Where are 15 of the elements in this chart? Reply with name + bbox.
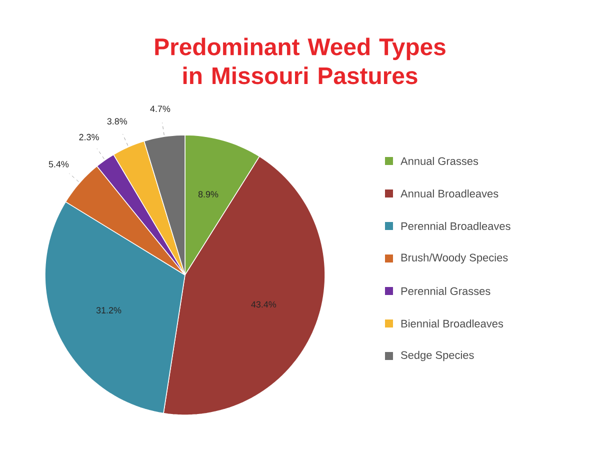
data-label: 2.3% [79, 134, 99, 140]
legend-label: Perennial Broadleaves [401, 222, 510, 230]
legend-label: Sedge Species [401, 350, 474, 362]
legend-label: Annual Broadleaves [400, 189, 498, 198]
legend-label: Annual Grasses [400, 156, 478, 166]
chart-title: Predominant Weed Types in Missouri Pastures [155, 38, 446, 84]
data-label: 5.4% [48, 161, 69, 168]
legend-label: Perennial Grasses [401, 286, 490, 296]
data-label: 3.8% [107, 118, 128, 124]
legend-label: Biennial Broadleaves [401, 319, 504, 328]
legend-label: Brush/Woody Species [401, 253, 508, 264]
data-label: 31.2% [96, 307, 122, 314]
data-label: 8.9% [198, 191, 218, 198]
data-label: 4.7% [150, 106, 170, 112]
data-label: 43.4% [251, 301, 276, 308]
